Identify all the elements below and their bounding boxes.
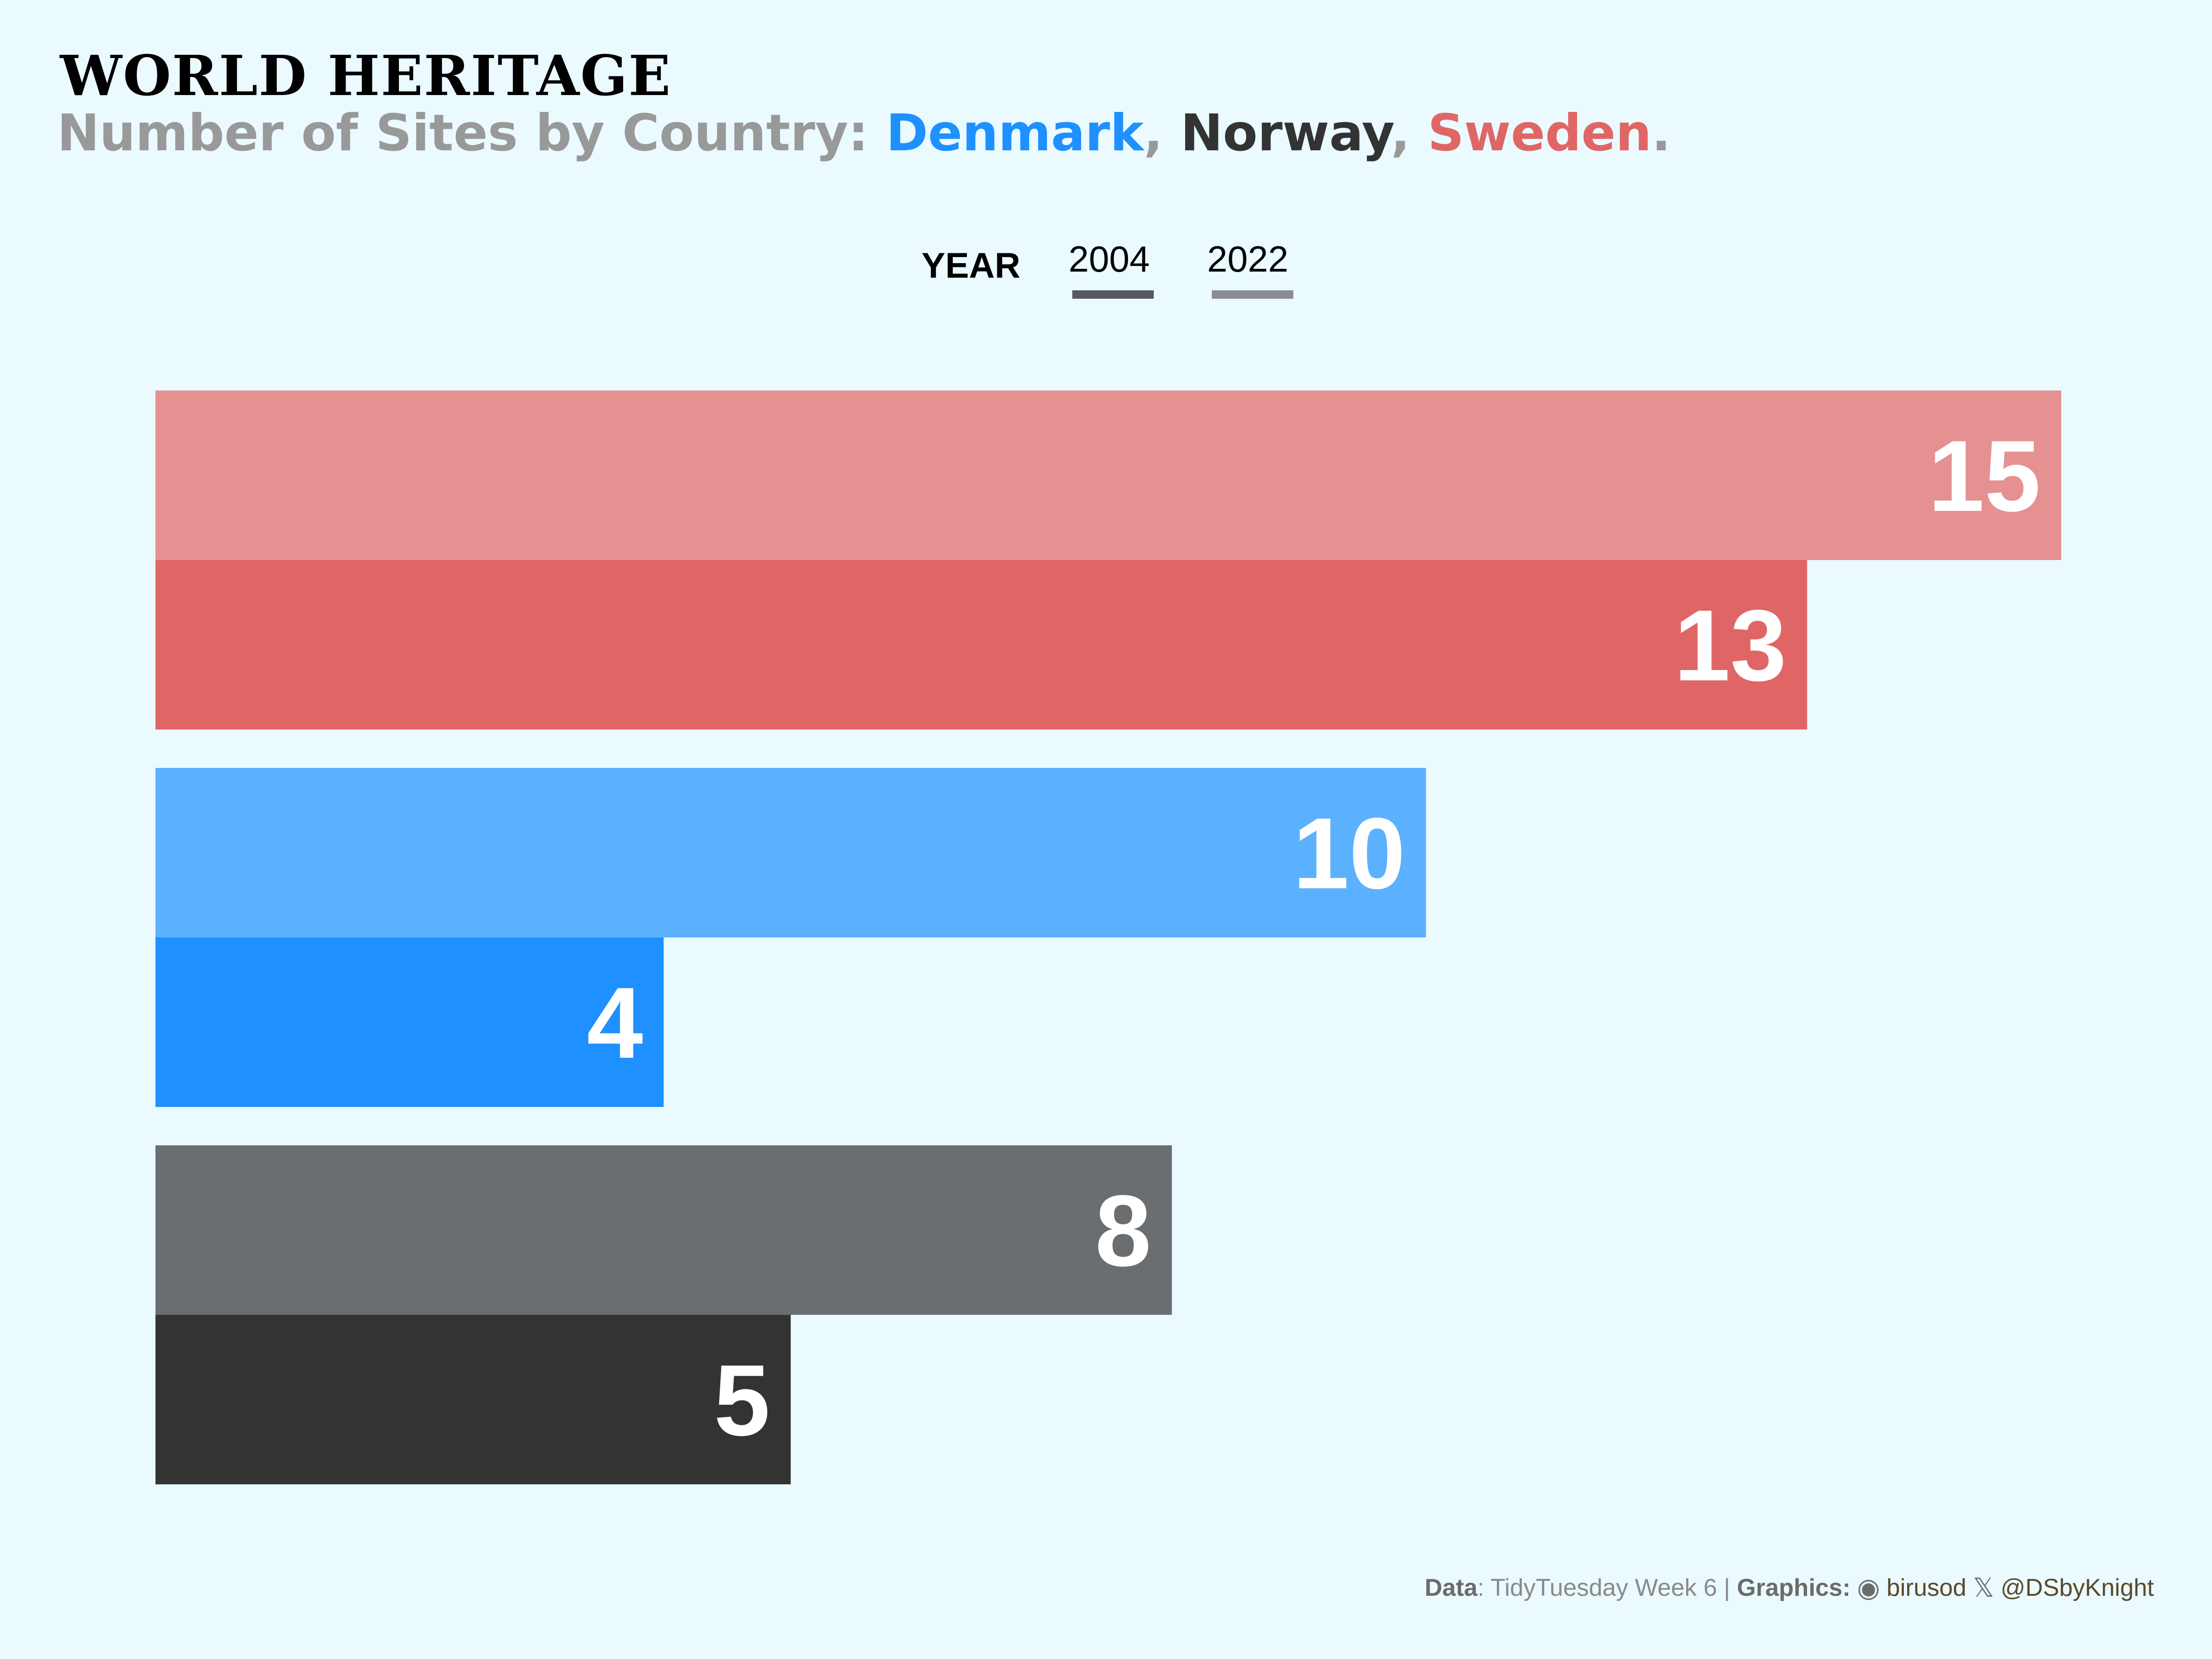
data-label-norway-2004: 5: [714, 1343, 770, 1457]
bar-sweden-2022: [155, 391, 2061, 560]
subtitle-country-sweden: Sweden: [1427, 104, 1652, 162]
bar-norway-2004: [155, 1315, 791, 1484]
data-label-norway-2022: 8: [1095, 1174, 1151, 1287]
data-label-sweden-2022: 15: [1928, 419, 2041, 532]
bar-denmark-2004: [155, 937, 664, 1107]
bar-sweden-2004: [155, 560, 1807, 730]
legend-key-2022: [1212, 290, 1293, 299]
data-label-sweden-2004: 13: [1674, 589, 1786, 702]
x-icon: 𝕏: [1973, 1573, 1994, 1602]
legend-title: YEAR: [922, 246, 1021, 286]
subtitle-separator: ,: [1391, 104, 1428, 162]
subtitle-prefix: Number of Sites by Country:: [57, 104, 886, 162]
chart-subtitle: Number of Sites by Country: Denmark, Nor…: [57, 104, 1671, 162]
bar-denmark-2022: [155, 768, 1426, 937]
caption-data-value: : TidyTuesday Week 6 |: [1477, 1574, 1737, 1601]
caption-x-handle: @DSbyKnight: [2000, 1574, 2154, 1601]
subtitle-separator: ,: [1143, 104, 1181, 162]
caption-graphics-label: Graphics:: [1737, 1574, 1851, 1601]
subtitle-country-norway: Norway: [1180, 104, 1391, 162]
github-icon: ◉: [1857, 1573, 1880, 1602]
caption-data-label: Data: [1424, 1574, 1478, 1601]
data-label-denmark-2022: 10: [1293, 796, 1405, 910]
subtitle-suffix: .: [1652, 104, 1671, 162]
legend-label-2022: 2022: [1207, 238, 1289, 280]
bar-norway-2022: [155, 1145, 1172, 1315]
chart-title: WORLD HERITAGE: [60, 43, 672, 108]
legend-label-2004: 2004: [1069, 238, 1150, 280]
data-label-denmark-2004: 4: [587, 966, 643, 1079]
caption-github-handle: birusod: [1886, 1574, 1967, 1601]
legend-key-2004: [1072, 290, 1154, 299]
caption: Data: TidyTuesday Week 6 | Graphics: ◉ b…: [1425, 1572, 2154, 1603]
subtitle-country-denmark: Denmark: [886, 104, 1144, 162]
